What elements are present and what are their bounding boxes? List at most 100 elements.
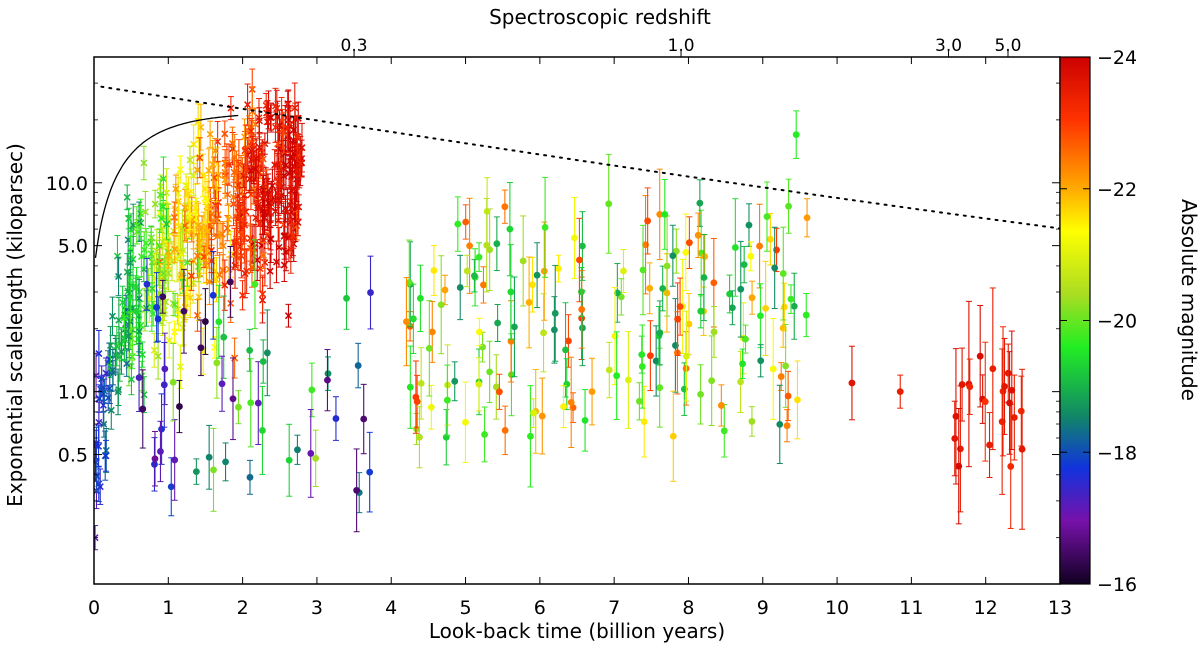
data-point	[620, 267, 627, 275]
data-point	[268, 182, 276, 190]
data-point	[102, 452, 110, 460]
data-point	[178, 226, 186, 234]
data-point	[179, 324, 187, 332]
data-point	[235, 403, 242, 411]
data-point	[283, 208, 291, 216]
data-point	[153, 247, 161, 255]
data-point	[125, 215, 133, 223]
data-point	[100, 387, 108, 395]
data-point	[221, 176, 229, 184]
data-point	[663, 262, 671, 270]
data-point	[205, 278, 213, 286]
data-point	[412, 393, 420, 401]
data-point	[209, 291, 217, 299]
data-point	[203, 227, 211, 235]
data-point	[466, 242, 474, 250]
data-point	[237, 252, 245, 260]
data-point	[285, 116, 293, 124]
y-axis-label: Exponential scalelength (kiloparsec)	[3, 143, 27, 507]
data-point	[343, 294, 350, 302]
data-point	[180, 307, 188, 315]
data-point	[525, 299, 533, 306]
data-point	[241, 221, 249, 229]
data-point	[247, 399, 255, 407]
data-point	[771, 264, 779, 272]
data-point	[697, 307, 705, 315]
data-point	[501, 203, 509, 211]
redshift-tick-label: 5.0	[994, 36, 1021, 56]
data-point	[286, 201, 294, 209]
data-point	[697, 390, 704, 398]
data-point	[296, 159, 304, 167]
data-point	[272, 258, 281, 266]
data-point	[492, 383, 500, 391]
data-point	[324, 370, 332, 378]
data-point	[202, 259, 210, 267]
data-point	[135, 294, 143, 302]
data-point	[259, 358, 267, 365]
data-point	[782, 362, 790, 370]
data-point	[766, 235, 774, 243]
data-point	[353, 486, 361, 494]
data-point	[149, 310, 157, 318]
data-point	[639, 266, 647, 274]
data-point	[265, 199, 273, 207]
data-point	[140, 159, 148, 167]
data-point	[248, 107, 256, 116]
data-point	[762, 304, 770, 312]
data-point	[784, 392, 792, 400]
data-point	[700, 274, 708, 281]
data-point	[737, 285, 745, 293]
data-point	[172, 185, 180, 193]
data-point	[119, 298, 127, 307]
data-point	[682, 248, 690, 256]
data-point	[481, 431, 488, 438]
data-point	[159, 238, 167, 246]
data-point	[252, 154, 260, 162]
data-point	[726, 290, 733, 298]
data-point	[275, 193, 283, 201]
data-point	[256, 265, 264, 273]
data-point	[153, 303, 161, 311]
data-point	[271, 123, 279, 131]
data-point	[184, 190, 192, 198]
data-point	[183, 258, 191, 266]
data-point	[955, 462, 963, 470]
data-point	[550, 326, 558, 334]
data-point	[530, 409, 538, 417]
data-point	[519, 257, 527, 265]
x-tick-label: 8	[682, 597, 694, 619]
data-point	[367, 289, 374, 296]
data-point	[783, 422, 791, 430]
data-point	[202, 318, 209, 325]
data-point	[780, 303, 788, 311]
x-tick-label: 6	[534, 597, 546, 619]
data-point	[989, 365, 997, 373]
data-point	[739, 360, 746, 368]
y-tick-label: 5.0	[58, 236, 88, 258]
angular-size-limit-curve	[100, 85, 1060, 230]
data-point	[1010, 414, 1018, 421]
data-point	[696, 199, 704, 207]
data-point	[777, 373, 785, 380]
data-point	[222, 458, 229, 466]
data-point	[701, 253, 709, 260]
data-point	[463, 267, 471, 275]
data-point	[176, 165, 184, 174]
data-point	[986, 441, 993, 449]
data-point	[848, 379, 856, 387]
data-point	[125, 289, 133, 297]
data-point	[476, 328, 483, 336]
data-point	[790, 302, 798, 310]
data-point	[417, 379, 425, 387]
data-point	[307, 450, 315, 457]
x-tick-label: 0	[88, 597, 100, 619]
data-point	[1007, 463, 1015, 470]
data-point	[186, 156, 194, 164]
data-point	[409, 315, 417, 323]
data-point	[230, 168, 238, 176]
data-point	[308, 386, 316, 394]
data-point	[170, 213, 178, 221]
data-point	[247, 127, 255, 135]
data-point	[193, 252, 201, 260]
